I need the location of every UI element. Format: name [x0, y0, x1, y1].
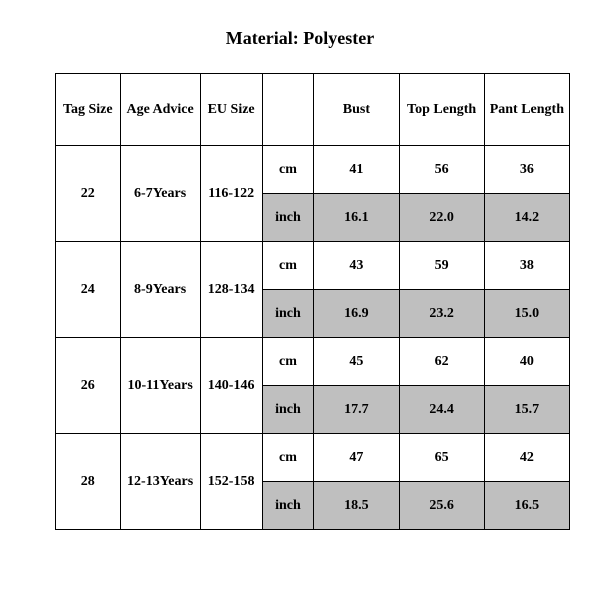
cell-tag-size: 22 [56, 146, 121, 242]
cell-bust-inch: 18.5 [314, 482, 399, 530]
cell-pant-cm: 42 [484, 434, 569, 482]
cell-top-cm: 65 [399, 434, 484, 482]
cell-unit-inch: inch [262, 386, 314, 434]
cell-pant-inch: 15.7 [484, 386, 569, 434]
col-pant-length: Pant Length [484, 74, 569, 146]
col-bust: Bust [314, 74, 399, 146]
cell-bust-cm: 43 [314, 242, 399, 290]
cell-bust-cm: 41 [314, 146, 399, 194]
cell-top-cm: 56 [399, 146, 484, 194]
cell-eu-size: 152-158 [200, 434, 262, 530]
cell-bust-inch: 16.9 [314, 290, 399, 338]
cell-top-inch: 22.0 [399, 194, 484, 242]
table-row: 22 6-7Years 116-122 cm 41 56 36 [56, 146, 570, 194]
cell-age-advice: 10-11Years [120, 338, 200, 434]
cell-eu-size: 116-122 [200, 146, 262, 242]
table-row: 28 12-13Years 152-158 cm 47 65 42 [56, 434, 570, 482]
cell-tag-size: 24 [56, 242, 121, 338]
table-row: 24 8-9Years 128-134 cm 43 59 38 [56, 242, 570, 290]
cell-pant-cm: 36 [484, 146, 569, 194]
cell-age-advice: 6-7Years [120, 146, 200, 242]
cell-top-inch: 25.6 [399, 482, 484, 530]
cell-bust-cm: 45 [314, 338, 399, 386]
cell-age-advice: 12-13Years [120, 434, 200, 530]
cell-top-cm: 62 [399, 338, 484, 386]
cell-unit-inch: inch [262, 194, 314, 242]
cell-eu-size: 140-146 [200, 338, 262, 434]
col-top-length: Top Length [399, 74, 484, 146]
col-unit [262, 74, 314, 146]
cell-unit-cm: cm [262, 242, 314, 290]
size-table: Tag Size Age Advice EU Size Bust Top Len… [55, 73, 570, 530]
cell-pant-cm: 40 [484, 338, 569, 386]
col-age-advice: Age Advice [120, 74, 200, 146]
cell-unit-inch: inch [262, 482, 314, 530]
cell-top-inch: 23.2 [399, 290, 484, 338]
table-row: 26 10-11Years 140-146 cm 45 62 40 [56, 338, 570, 386]
cell-pant-cm: 38 [484, 242, 569, 290]
col-tag-size: Tag Size [56, 74, 121, 146]
cell-tag-size: 28 [56, 434, 121, 530]
cell-unit-cm: cm [262, 338, 314, 386]
cell-top-inch: 24.4 [399, 386, 484, 434]
page-title: Material: Polyester [0, 0, 600, 73]
size-table-body: 22 6-7Years 116-122 cm 41 56 36 inch 16.… [56, 146, 570, 530]
cell-unit-inch: inch [262, 290, 314, 338]
cell-eu-size: 128-134 [200, 242, 262, 338]
cell-bust-inch: 16.1 [314, 194, 399, 242]
table-header-row: Tag Size Age Advice EU Size Bust Top Len… [56, 74, 570, 146]
cell-pant-inch: 16.5 [484, 482, 569, 530]
cell-age-advice: 8-9Years [120, 242, 200, 338]
cell-unit-cm: cm [262, 146, 314, 194]
cell-tag-size: 26 [56, 338, 121, 434]
cell-bust-inch: 17.7 [314, 386, 399, 434]
cell-pant-inch: 15.0 [484, 290, 569, 338]
cell-top-cm: 59 [399, 242, 484, 290]
size-table-wrap: Tag Size Age Advice EU Size Bust Top Len… [0, 73, 600, 530]
cell-unit-cm: cm [262, 434, 314, 482]
cell-pant-inch: 14.2 [484, 194, 569, 242]
col-eu-size: EU Size [200, 74, 262, 146]
cell-bust-cm: 47 [314, 434, 399, 482]
